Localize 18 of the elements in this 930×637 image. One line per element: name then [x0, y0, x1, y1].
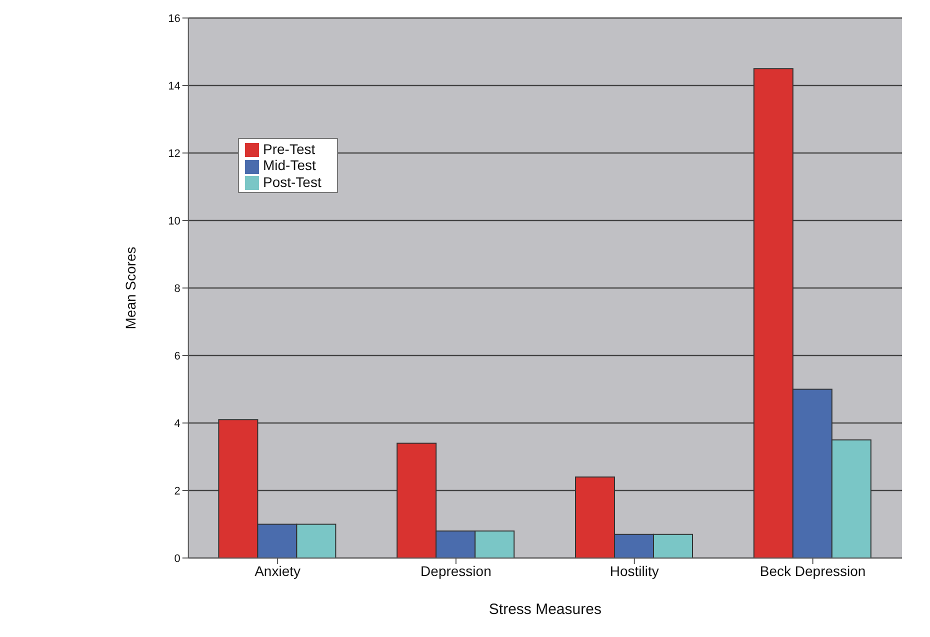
y-tick-label: 6: [174, 350, 180, 362]
y-tick-label: 16: [168, 12, 180, 25]
y-tick-label: 14: [168, 80, 180, 92]
x-tick-label: Depression: [420, 562, 492, 579]
y-tick-label: 12: [168, 148, 180, 160]
legend-label: Post-Test: [263, 174, 322, 190]
legend-label: Mid-Test: [263, 157, 316, 174]
y-axis-title: Mean Scores: [122, 246, 138, 330]
y-tick-label: 4: [174, 418, 180, 430]
y-tick-label: 8: [174, 282, 180, 295]
x-tick-label: Beck Depression: [760, 562, 866, 579]
legend-label: Pre-Test: [263, 141, 316, 157]
x-tick-label: Anxiety: [254, 562, 301, 579]
y-tick-label: 0: [174, 552, 180, 565]
x-axis-title: Stress Measures: [488, 601, 602, 618]
y-tick-label: 2: [174, 485, 180, 498]
y-tick-label: 10: [168, 215, 180, 228]
x-tick-label: Hostility: [610, 562, 659, 579]
